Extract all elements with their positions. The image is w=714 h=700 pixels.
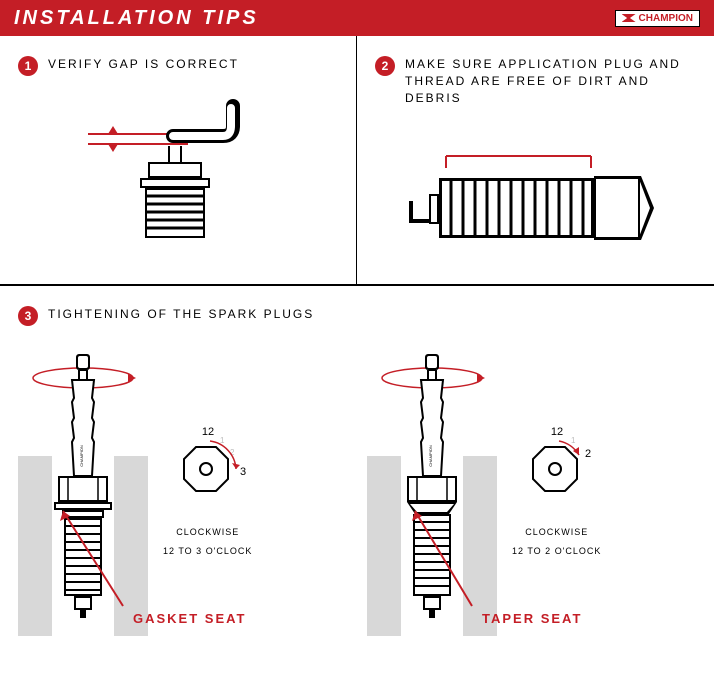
taper-seat-label: TAPER SEAT [482,611,582,626]
page-title: INSTALLATION TIPS [14,7,259,30]
panel-clean-thread: 2 MAKE SURE APPLICATION PLUG AND THREAD … [357,36,714,286]
panel-verify-gap: 1 VERIFY GAP IS CORRECT [0,36,357,286]
gasket-range: 12 TO 3 O'CLOCK [163,545,252,558]
gasket-clock-svg: 12 1 2 3 [168,425,248,515]
step-header-2: 2 MAKE SURE APPLICATION PLUG AND THREAD … [375,56,696,106]
svg-text:12: 12 [202,426,214,438]
tightening-content: CHAMPION [18,346,696,636]
panel-tightening: 3 TIGHTENING OF THE SPARK PLUGS CHAMPI [0,286,714,656]
svg-text:1: 1 [571,436,576,445]
gasket-clock-info: 12 1 2 3 CLOCKWISE 12 TO 3 O'CLOCK [163,425,252,557]
svg-text:CHAMPION: CHAMPION [79,445,84,467]
svg-text:1: 1 [220,436,225,445]
gap-diagram-svg [78,96,278,246]
taper-clock-info: 12 1 2 CLOCKWISE 12 TO 2 O'CLOCK [512,425,601,557]
header-bar: INSTALLATION TIPS CHAMPION [0,0,714,36]
thread-diagram-svg [396,126,676,266]
gasket-plug-svg: CHAMPION [18,346,148,636]
step-header-1: 1 VERIFY GAP IS CORRECT [18,56,338,76]
taper-direction: CLOCKWISE [512,526,601,539]
gap-diagram [18,96,338,246]
svg-text:2: 2 [585,448,591,460]
gasket-seat-column: CHAMPION [18,346,347,636]
svg-text:12: 12 [551,426,563,438]
step-text-1: VERIFY GAP IS CORRECT [48,56,239,73]
step-text-2: MAKE SURE APPLICATION PLUG AND THREAD AR… [405,56,696,106]
svg-text:CHAMPION: CHAMPION [428,445,433,467]
svg-text:3: 3 [240,466,246,478]
logo-text: CHAMPION [639,13,693,24]
step-number-2: 2 [375,56,395,76]
top-row: 1 VERIFY GAP IS CORRECT [0,36,714,286]
gasket-direction: CLOCKWISE [163,526,252,539]
logo-bowtie-icon [622,14,636,22]
gasket-seat-label: GASKET SEAT [133,611,247,626]
taper-clock-svg: 12 1 2 [517,425,597,515]
step-text-3: TIGHTENING OF THE SPARK PLUGS [48,306,314,323]
step-number-3: 3 [18,306,38,326]
thread-diagram [375,126,696,266]
taper-seat-column: CHAMPION [367,346,696,636]
taper-plug-svg: CHAMPION [367,346,497,636]
taper-range: 12 TO 2 O'CLOCK [512,545,601,558]
champion-logo: CHAMPION [615,10,700,27]
step-header-3: 3 TIGHTENING OF THE SPARK PLUGS [18,306,696,326]
step-number-1: 1 [18,56,38,76]
